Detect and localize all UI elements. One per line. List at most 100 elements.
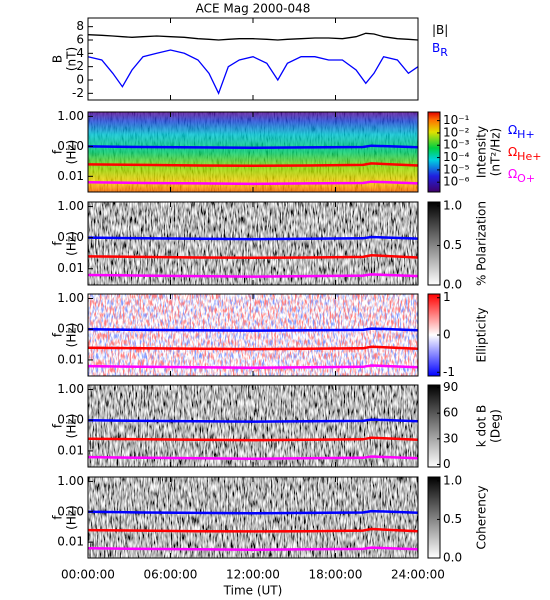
gyrofrequency-line xyxy=(87,235,419,241)
x-tick-label: 24:00:00 xyxy=(391,568,445,582)
gyrofrequency-line xyxy=(87,418,419,423)
colorbar-tick-label: 1.0 xyxy=(443,473,462,487)
y-tick-label: 0.01 xyxy=(57,261,84,275)
legend-label: BR xyxy=(432,41,448,60)
y-axis-label: (Hz) xyxy=(65,140,79,165)
frame xyxy=(87,17,419,101)
colorbar-tick-label: 10⁻³ xyxy=(443,138,470,152)
y-axis-label: (Hz) xyxy=(65,231,79,256)
y-tick-label: 8 xyxy=(76,19,84,33)
legend-name: Ω xyxy=(508,123,517,137)
colorbar xyxy=(427,476,441,559)
gyrofrequency-line xyxy=(87,509,419,515)
colorbar xyxy=(427,111,441,193)
y-tick-label: 0.10 xyxy=(57,230,84,244)
frame xyxy=(87,476,419,559)
colorbar-title: Coherency xyxy=(475,485,489,549)
y-tick-label: 0.10 xyxy=(57,413,84,427)
legend-subscript: He+ xyxy=(517,150,541,163)
y-tick-label: 1.00 xyxy=(57,291,84,305)
y-tick-label: 2 xyxy=(76,59,84,73)
colorbar-tick-label: 0.5 xyxy=(443,512,462,526)
legend-subscript: O+ xyxy=(517,172,535,185)
frame xyxy=(87,111,419,193)
y-tick-label: 6 xyxy=(76,33,84,47)
colorbar-tick-label: 10⁻⁶ xyxy=(443,175,470,189)
y-axis-label: f xyxy=(51,332,65,337)
legend-subscript: H+ xyxy=(517,128,535,141)
y-axis-label: (Hz) xyxy=(65,323,79,348)
colorbar-title: Intensity xyxy=(475,126,489,178)
frame xyxy=(87,384,419,468)
colorbar-title: (Deg) xyxy=(489,409,503,443)
colorbar-title: k dot B xyxy=(475,405,489,447)
gyrofrequency-line xyxy=(87,546,419,552)
y-tick-label: 1.00 xyxy=(57,474,84,488)
y-axis-label: (nT) xyxy=(65,47,79,71)
colorbar-tick-label: 90 xyxy=(443,380,458,394)
series-line xyxy=(87,32,419,41)
colorbar xyxy=(427,201,441,286)
gyrofrequency-line xyxy=(87,273,419,278)
legend-label: |B| xyxy=(432,23,448,37)
colorbar-tick-label: 0 xyxy=(443,457,451,471)
x-tick-label: 06:00:00 xyxy=(144,568,198,582)
gyrofrequency-line xyxy=(87,455,419,460)
colorbar-title: (nT²/Hz) xyxy=(489,128,503,176)
y-axis-label: B xyxy=(51,55,65,63)
y-tick-label: 0.01 xyxy=(57,169,84,183)
gyrofrequency-line xyxy=(87,162,419,168)
colorbar-tick-label: 10⁻¹ xyxy=(443,113,470,127)
x-axis-label: Time (UT) xyxy=(223,584,283,598)
chart-title: ACE Mag 2000-048 xyxy=(196,2,311,16)
colorbar-tick-label: 10⁻⁴ xyxy=(443,150,470,164)
spectrogram-texture xyxy=(88,112,418,192)
legend-name: Ω xyxy=(508,145,517,159)
x-tick-label: 00:00:00 xyxy=(61,568,115,582)
y-tick-label: 1.00 xyxy=(57,382,84,396)
legend-name: Ω xyxy=(508,167,517,181)
colorbar-tick-label: 0.0 xyxy=(443,551,462,565)
y-axis-label: f xyxy=(51,241,65,246)
legend-subscript: R xyxy=(440,46,448,59)
y-tick-label: 1.00 xyxy=(57,109,84,123)
y-axis-label: (Hz) xyxy=(65,505,79,530)
colorbar-tick-label: 10⁻⁵ xyxy=(443,162,470,176)
colorbar-tick-label: 1.0 xyxy=(443,198,462,212)
legend-label: ΩO+ xyxy=(508,167,535,186)
gyrofrequency-line xyxy=(87,327,419,332)
colorbar xyxy=(427,384,441,468)
gyrofrequency-line xyxy=(87,527,419,533)
y-axis-label: (Hz) xyxy=(65,414,79,439)
y-axis-label: f xyxy=(51,149,65,154)
x-tick-label: 12:00:00 xyxy=(226,568,280,582)
colorbar-tick-label: 0.5 xyxy=(443,238,462,252)
y-tick-label: 0 xyxy=(76,73,84,87)
colorbar-tick-label: 0 xyxy=(443,328,451,342)
x-tick-label: 18:00:00 xyxy=(309,568,363,582)
gyrofrequency-line xyxy=(87,180,419,186)
legend-name: |B| xyxy=(432,23,448,37)
y-tick-label: 0.10 xyxy=(57,139,84,153)
gyrofrequency-line xyxy=(87,254,419,260)
gyrofrequency-line xyxy=(87,436,419,442)
colorbar-tick-label: 1 xyxy=(443,290,451,304)
colorbar-title: % Polarization xyxy=(475,201,489,286)
colorbar-tick-label: 0.0 xyxy=(443,278,462,292)
y-tick-label: 0.10 xyxy=(57,322,84,336)
series-line xyxy=(87,49,419,95)
frame xyxy=(87,293,419,377)
y-tick-label: 0.10 xyxy=(57,504,84,518)
y-tick-label: 0.01 xyxy=(57,535,84,549)
frame xyxy=(87,201,419,286)
spectrogram-image xyxy=(88,385,418,467)
y-tick-label: 1.00 xyxy=(57,199,84,213)
colorbar-title: Ellipticity xyxy=(475,308,489,363)
gyrofrequency-line xyxy=(87,144,419,149)
gyrofrequency-line xyxy=(87,364,419,369)
spectrogram-image xyxy=(88,202,418,285)
y-tick-label: -2 xyxy=(72,86,84,100)
spectrogram-texture xyxy=(88,294,418,376)
y-tick-label: 0.01 xyxy=(57,443,84,457)
